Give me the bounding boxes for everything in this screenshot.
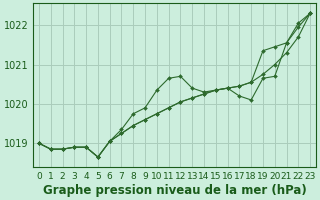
- X-axis label: Graphe pression niveau de la mer (hPa): Graphe pression niveau de la mer (hPa): [43, 184, 307, 197]
